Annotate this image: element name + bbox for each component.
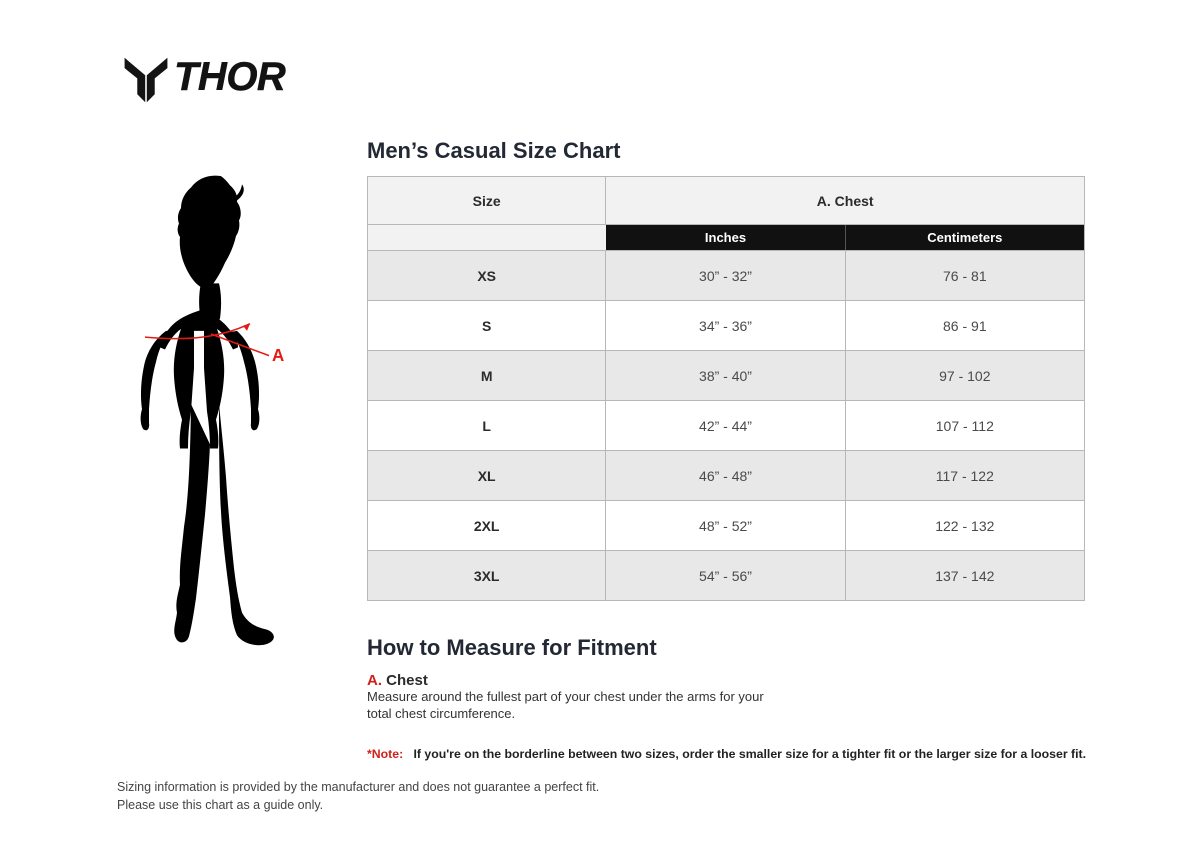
- svg-text:A: A: [272, 345, 285, 365]
